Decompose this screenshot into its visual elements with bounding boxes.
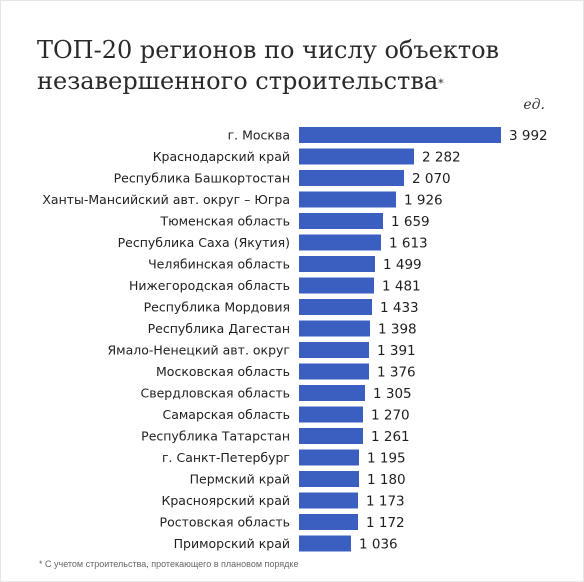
bar bbox=[299, 428, 363, 444]
bar bbox=[299, 492, 358, 509]
category-label: Республика Дагестан bbox=[148, 321, 290, 336]
category-label: Республика Башкортостан bbox=[114, 171, 290, 186]
bar bbox=[299, 320, 370, 337]
title-footnote-mark: * bbox=[438, 77, 444, 90]
value-label: 2 070 bbox=[412, 171, 451, 187]
category-label: Красноярский край bbox=[161, 493, 290, 508]
category-label: Приморский край bbox=[174, 536, 290, 551]
bar bbox=[299, 449, 359, 466]
value-label: 1 195 bbox=[367, 451, 406, 467]
category-label: Челябинская область bbox=[148, 257, 290, 272]
category-label: Республика Саха (Якутия) bbox=[118, 235, 290, 250]
chart-title: ТОП-20 регионов по числу объектов незаве… bbox=[37, 36, 500, 95]
category-label: Республика Мордовия bbox=[144, 300, 290, 315]
value-label: 1 391 bbox=[377, 343, 416, 359]
category-label: Свердловская область bbox=[141, 386, 290, 401]
bar bbox=[299, 213, 383, 229]
bar bbox=[299, 256, 375, 272]
bar bbox=[299, 385, 365, 401]
value-label: 1 376 bbox=[377, 365, 416, 381]
value-label: 1 180 bbox=[367, 472, 406, 488]
unit-label: ед. bbox=[523, 97, 545, 113]
category-label: г. Москва bbox=[228, 128, 290, 143]
bar bbox=[299, 471, 359, 487]
bar bbox=[299, 342, 369, 358]
bar bbox=[299, 535, 351, 552]
bar bbox=[299, 191, 396, 208]
value-label: 1 481 bbox=[382, 279, 421, 295]
value-label: 1 659 bbox=[391, 214, 430, 230]
value-label: 1 261 bbox=[371, 429, 410, 445]
category-label: Республика Татарстан bbox=[141, 429, 290, 444]
category-label: Краснодарский край bbox=[153, 149, 290, 164]
value-label: 2 282 bbox=[422, 150, 461, 166]
footnote: * С учетом строительства, протекающего в… bbox=[39, 559, 299, 569]
category-label: г. Санкт-Петербург bbox=[162, 450, 290, 465]
value-label: 1 173 bbox=[366, 494, 405, 510]
value-label: 1 172 bbox=[366, 515, 405, 531]
bar bbox=[299, 148, 414, 165]
value-label: 1 926 bbox=[404, 193, 443, 209]
category-label: Ямало-Ненецкий авт. округ bbox=[107, 343, 290, 358]
category-label: Тюменская область bbox=[159, 214, 290, 229]
category-label: Самарская область bbox=[162, 407, 290, 422]
category-label: Московская область bbox=[156, 364, 290, 379]
category-label: Ростовская область bbox=[160, 515, 290, 530]
bar bbox=[299, 127, 501, 143]
value-label: 1 398 bbox=[378, 322, 417, 338]
category-label: Ханты-Мансийский авт. округ – Югра bbox=[42, 192, 290, 207]
category-label: Нижегородская область bbox=[129, 278, 290, 293]
bar-chart: г. Москва 3 992 Краснодарский край 2 282 Рес… bbox=[42, 127, 548, 553]
bar bbox=[299, 406, 363, 423]
category-label: Пермский край bbox=[190, 472, 290, 487]
value-label: 1 036 bbox=[359, 537, 398, 553]
bar bbox=[299, 170, 404, 186]
value-label: 1 433 bbox=[380, 300, 419, 316]
bar bbox=[299, 363, 369, 380]
bar bbox=[299, 514, 358, 530]
bar bbox=[299, 234, 381, 251]
bar bbox=[299, 299, 372, 315]
value-label: 1 270 bbox=[371, 408, 410, 424]
value-label: 1 613 bbox=[389, 236, 428, 252]
value-label: 3 992 bbox=[509, 128, 548, 144]
bar bbox=[299, 277, 374, 294]
value-label: 1 499 bbox=[383, 257, 422, 273]
value-label: 1 305 bbox=[373, 386, 412, 402]
